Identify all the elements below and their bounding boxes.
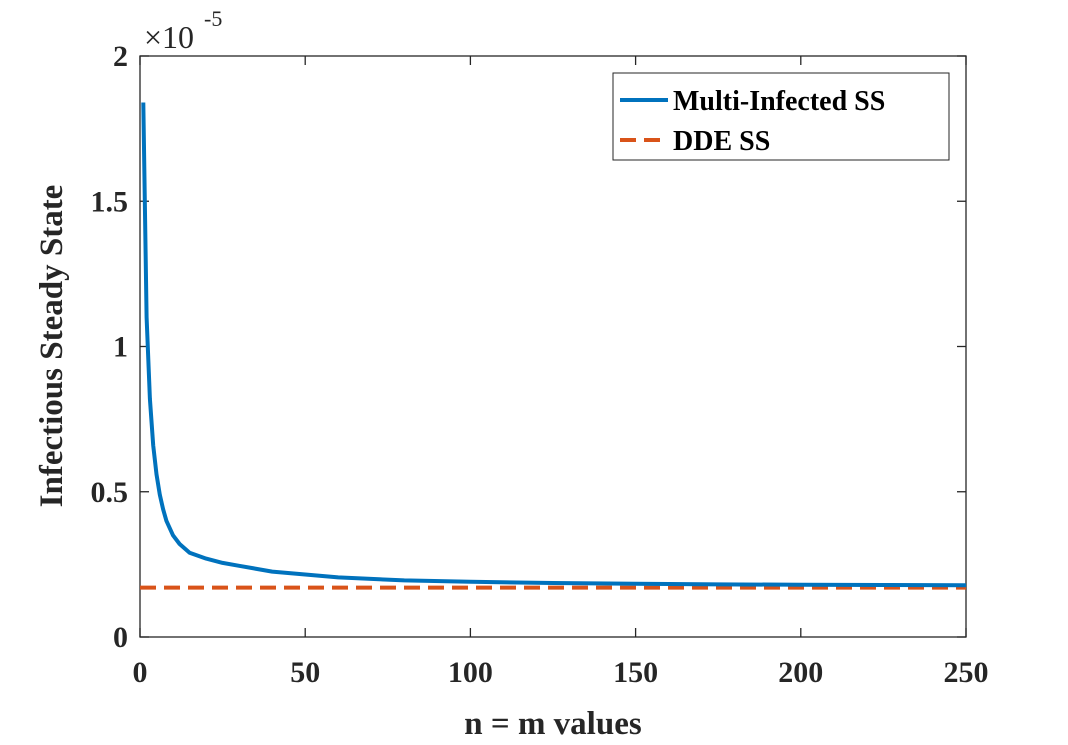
y-axis-multiplier: ×10 [144,19,194,55]
y-tick-label: 0 [113,621,128,654]
series-multi-infected-line [141,102,967,588]
x-tick-label: 100 [448,656,493,689]
legend-label-dde: DDE SS [673,126,770,157]
x-axis-ticks: 0 50 100 150 200 250 [133,56,989,689]
y-tick-label: 0.5 [91,476,129,509]
y-axis-exponent: -5 [204,6,222,31]
x-tick-label: 50 [290,656,320,689]
x-axis-label: n = m values [464,706,642,742]
y-tick-label: 1 [113,331,128,364]
x-tick-label: 200 [778,656,823,689]
legend: Multi-Infected SS DDE SS [612,72,950,161]
x-tick-label: 250 [944,656,989,689]
y-axis-ticks: 0 0.5 1 1.5 2 [91,40,966,654]
y-tick-label: 2 [113,40,128,73]
legend-box [612,72,950,161]
x-tick-label: 0 [133,656,148,689]
y-axis-label: Infectious Steady State [34,185,70,508]
y-tick-label: 1.5 [91,185,129,218]
legend-label-multi-infected: Multi-Infected SS [673,86,885,117]
x-tick-label: 150 [613,656,658,689]
series-layer [140,102,967,590]
